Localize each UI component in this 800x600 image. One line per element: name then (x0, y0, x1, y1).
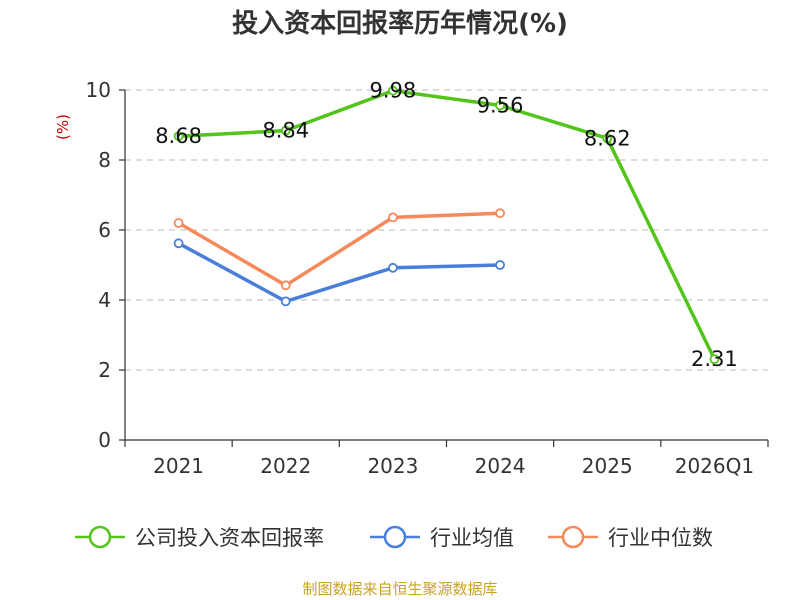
data-point (388, 85, 398, 96)
legend-label: 行业均值 (430, 526, 514, 550)
data-label: 8.62 (584, 126, 631, 150)
legend-marker (88, 525, 112, 549)
y-axis-label: (%) (54, 114, 72, 140)
data-point (388, 212, 398, 223)
axes: 0 2 4 6 8 10 2021 2022 2023 2024 2025 2026Q1 (86, 78, 769, 478)
series-line-1 (176, 88, 717, 361)
data-label: 2.31 (691, 347, 738, 371)
y-tick-label: 2 (98, 358, 111, 382)
x-tick-label: 2026Q1 (675, 454, 754, 478)
data-point (173, 131, 184, 142)
data-label: 8.84 (262, 119, 309, 143)
data-point (280, 296, 291, 307)
data-label: 9.98 (370, 79, 417, 103)
x-tick-label: 2021 (153, 454, 204, 478)
data-point (495, 208, 505, 219)
y-tick-label: 0 (98, 428, 111, 452)
x-tick-label: 2025 (582, 454, 633, 478)
data-label: 8.68 (155, 124, 202, 148)
data-point (709, 354, 720, 365)
data-label: 9.56 (477, 93, 524, 117)
data-labels: 8.68 8.84 9.98 9.56 8.62 2.31 (155, 79, 738, 371)
legend-label: 公司投入资本回报率 (135, 526, 324, 550)
legend: 公司投入资本回报率 行业均值 行业中位数 (75, 525, 713, 550)
data-point (495, 100, 505, 111)
series-line-2 (176, 241, 502, 304)
data-point (388, 262, 398, 273)
series-layer (173, 85, 720, 365)
data-point (602, 133, 613, 144)
source-note: 制图数据来自恒生聚源数据库 (302, 580, 497, 598)
x-tick-label: 2022 (260, 454, 311, 478)
series-line-3 (176, 211, 502, 288)
y-tick-label: 4 (98, 288, 111, 312)
data-point (280, 125, 291, 136)
legend-marker (383, 525, 407, 549)
data-point (173, 218, 184, 228)
y-tick-label: 6 (98, 218, 111, 242)
data-point (173, 238, 184, 249)
legend-label: 行业中位数 (608, 526, 713, 550)
data-point (280, 280, 291, 291)
y-tick-label: 8 (98, 148, 111, 172)
chart-title: 投入资本回报率历年情况(%) (232, 8, 568, 39)
y-tick-label: 10 (86, 78, 111, 102)
data-point (495, 260, 505, 270)
x-tick-label: 2023 (367, 454, 418, 478)
gridlines (125, 89, 768, 371)
x-tick-label: 2024 (475, 454, 526, 478)
legend-marker (561, 525, 585, 549)
